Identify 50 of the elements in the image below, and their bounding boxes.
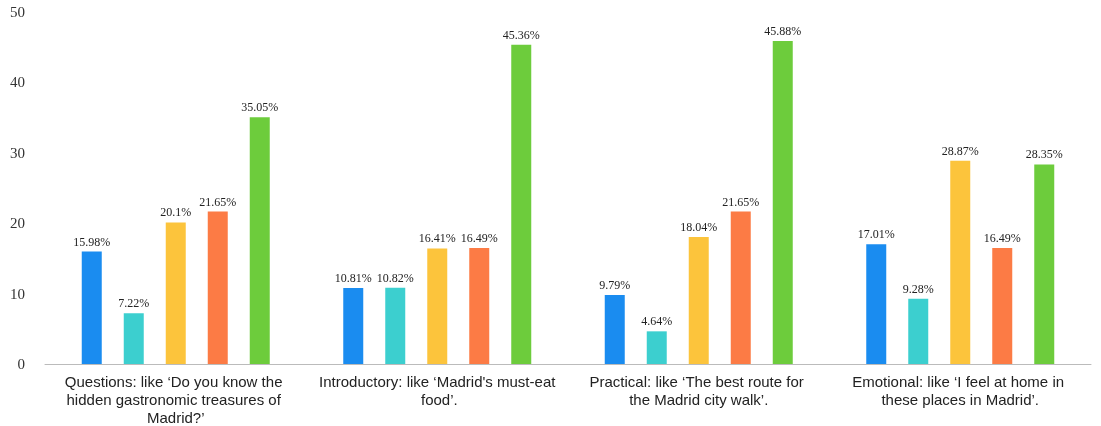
y-tick-label: 0 [17, 356, 25, 372]
data-label: 21.65% [722, 194, 760, 209]
bar [950, 160, 971, 364]
data-label: 16.41% [418, 231, 456, 246]
bar [469, 247, 490, 364]
bar [249, 117, 270, 364]
y-tick-label: 30 [10, 144, 25, 161]
data-label: 28.35% [1025, 147, 1063, 162]
data-label: 17.01% [857, 227, 895, 242]
bar [207, 211, 228, 364]
data-label: 35.05% [241, 100, 279, 115]
x-tick-label: Practical: like ‘The best route for the Madrid city walk’. [589, 372, 808, 408]
bar [81, 251, 102, 364]
data-label: 28.87% [941, 143, 979, 158]
bar [730, 211, 751, 364]
x-tick-label: Emotional: like ‘I feel at home in these places in Madrid’. [852, 372, 1069, 408]
bar [646, 331, 667, 364]
bar [688, 237, 709, 364]
y-tick-label: 20 [10, 215, 25, 232]
data-label: 7.22% [118, 296, 150, 311]
data-label: 9.79% [599, 278, 631, 293]
y-tick-label: 10 [10, 285, 25, 302]
bar [165, 222, 186, 364]
data-label: 4.64% [641, 314, 673, 329]
bar [385, 287, 406, 364]
y-tick-label: 50 [10, 4, 25, 20]
data-label: 20.1% [160, 205, 192, 220]
bar [908, 298, 929, 364]
bar [772, 41, 793, 364]
data-label: 16.49% [460, 230, 498, 245]
bar [427, 248, 448, 364]
data-label: 21.65% [199, 194, 237, 209]
data-label: 10.82% [376, 270, 414, 285]
y-tick-label: 40 [10, 74, 25, 91]
data-label: 9.28% [902, 281, 934, 296]
data-label: 45.36% [502, 27, 540, 42]
bar [992, 247, 1013, 364]
data-label: 15.98% [73, 234, 111, 249]
data-label: 45.88% [764, 24, 802, 38]
data-label: 10.81% [334, 270, 372, 285]
bar [343, 287, 364, 364]
bar [866, 244, 887, 364]
bar [511, 44, 532, 364]
x-tick-label: Questions: like ‘Do you know the hidden gastronomic treasures of Madrid?’ [64, 372, 287, 426]
bar [604, 295, 625, 364]
data-label: 16.49% [983, 230, 1021, 245]
data-label: 18.04% [680, 220, 718, 234]
x-tick-label: Introductory: like ‘Madrid's must-eat food’. [319, 372, 557, 408]
bar [123, 313, 144, 364]
bar [1034, 164, 1055, 364]
